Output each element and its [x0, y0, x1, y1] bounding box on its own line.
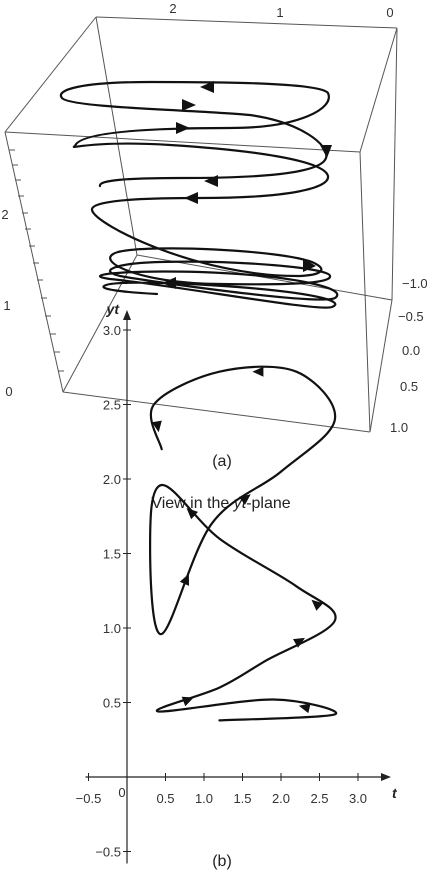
top-axis-ticks: 2 1 0 [169, 1, 393, 20]
left-axis-tickmarks [9, 149, 64, 372]
arrow-icon [176, 122, 190, 134]
yt-curve [149, 365, 338, 722]
x-axis-arrow-icon [381, 773, 391, 781]
helix-path [59, 80, 339, 309]
x-tick-label: 1.0 [195, 791, 213, 806]
top-tick-0: 0 [386, 5, 393, 20]
direction-arrow-icon [252, 366, 264, 377]
x-tick-label: 2.5 [310, 791, 328, 806]
x-axis-label: t [392, 785, 398, 801]
left-axis-ticks: 0 1 2 [1, 207, 12, 399]
helix-curve-3d [59, 80, 339, 309]
top-tick-1: 1 [276, 5, 283, 20]
yt-path [149, 365, 338, 722]
caption-b: (b) [212, 853, 232, 870]
direction-arrow-icon [186, 508, 198, 520]
figure-b: View in the yt-plane t yt −0.5 0 0.5 1.0 1.5… [76, 301, 398, 870]
direction-arrow-icon [293, 637, 305, 648]
y-tick-label: 1.5 [103, 547, 121, 562]
arrow-icon [303, 258, 316, 272]
x-tick-label: 0 [118, 785, 125, 800]
right-axis-ticks: −1.0 −0.5 0.0 0.5 1.0 [390, 276, 428, 435]
right-tick-neg05: −0.5 [398, 309, 424, 324]
x-tick-label: 3.0 [349, 791, 367, 806]
arrow-icon [200, 81, 214, 93]
direction-arrow-icon [181, 696, 194, 707]
right-tick-neg1: −1.0 [402, 276, 428, 291]
direction-arrow-icon [298, 703, 311, 714]
y-ticks: −0.5 0.5 1.0 1.5 2.0 2.5 3.0 [95, 323, 131, 860]
top-tick-2: 2 [169, 1, 176, 16]
y-tick-label: 0.5 [103, 696, 121, 711]
box-frame [4, 16, 398, 433]
x-tick-label: 2.0 [272, 791, 290, 806]
chart-b-title: View in the yt-plane [151, 495, 290, 512]
y-tick-label: 3.0 [103, 323, 121, 338]
arrow-icon [320, 145, 332, 158]
right-tick-0: 0.0 [402, 343, 420, 358]
helix-arrows [162, 81, 332, 289]
figure-a: 2 1 0 0 1 2 −1.0 −0.5 0.0 0.5 1.0 [1, 1, 427, 470]
y-tick-label: 2.5 [103, 398, 121, 413]
arrow-icon [162, 277, 176, 289]
x-tick-label: −0.5 [76, 791, 102, 806]
y-tick-label: −0.5 [95, 845, 121, 860]
arrow-icon [184, 192, 198, 204]
caption-a: (a) [212, 453, 232, 470]
direction-arrow-icon [151, 420, 162, 433]
y-tick-label: 2.0 [103, 472, 121, 487]
right-tick-05: 0.5 [400, 379, 418, 394]
arrow-icon [204, 175, 218, 187]
right-tick-1: 1.0 [390, 420, 408, 435]
left-tick-2: 2 [1, 207, 8, 222]
x-tick-label: 0.5 [156, 791, 174, 806]
direction-arrow-icon [311, 599, 324, 611]
left-tick-0: 0 [5, 384, 12, 399]
yt-axes: t yt −0.5 0 0.5 1.0 1.5 2.0 2.5 3.0 −0.5 0.5 1.0 1… [76, 301, 398, 864]
direction-arrow-icon [238, 494, 251, 505]
direction-arrow-icon [179, 573, 189, 586]
arrow-icon [182, 99, 196, 111]
y-axis-label: yt [106, 301, 121, 317]
x-ticks: −0.5 0 0.5 1.0 1.5 2.0 2.5 3.0 [76, 773, 367, 806]
yt-arrows [151, 366, 324, 714]
y-axis-arrow-icon [123, 310, 131, 320]
left-tick-1: 1 [3, 298, 10, 313]
y-tick-label: 1.0 [103, 621, 121, 636]
x-tick-label: 1.5 [233, 791, 251, 806]
